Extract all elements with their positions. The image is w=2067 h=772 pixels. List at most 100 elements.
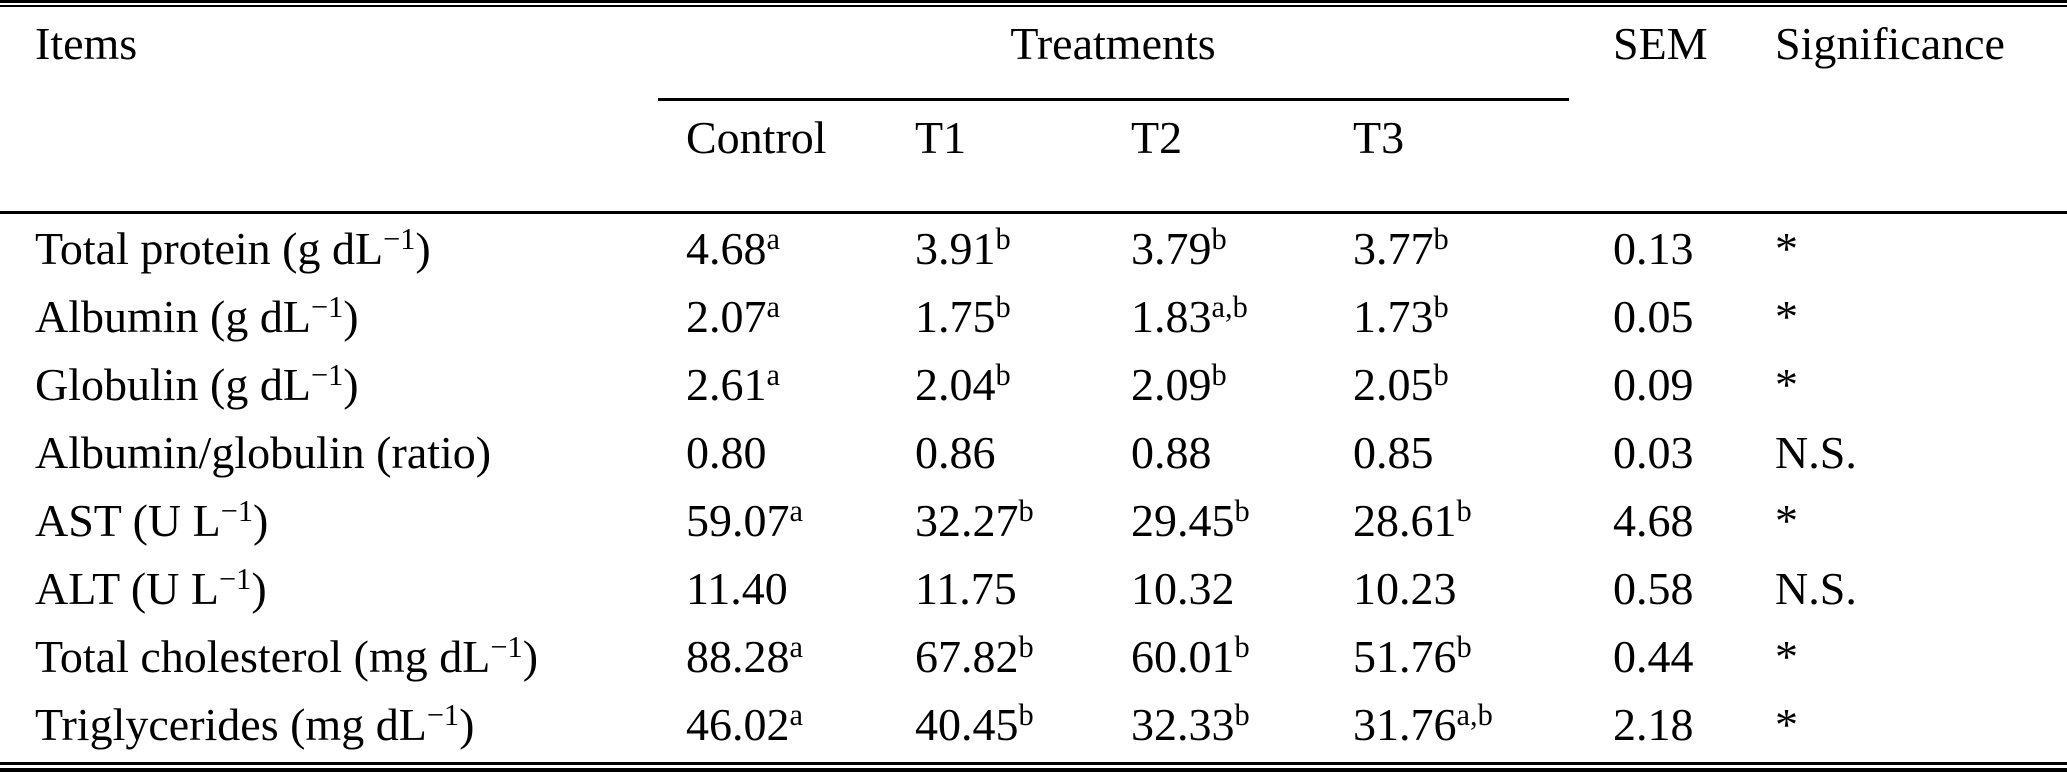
row-label-close: ) xyxy=(343,358,359,410)
cell-significance: N.S. xyxy=(1775,562,1857,614)
top-double-rule xyxy=(0,0,2067,7)
sig-letter-superscript: b xyxy=(1018,629,1034,664)
column-header-sem: SEM xyxy=(1613,18,1708,69)
row-label: Albumin/globulin (ratio) xyxy=(0,418,686,486)
cell-sem: 0.44 xyxy=(1613,630,1694,682)
cell-t3: 10.23 xyxy=(1353,554,1602,622)
cell-t3: 2.05b xyxy=(1353,350,1602,418)
cell-sem: 0.03 xyxy=(1613,426,1694,478)
table-row-albumin-globulin-ratio: Albumin/globulin (ratio) 0.80 0.86 0.88 … xyxy=(0,418,2067,486)
column-group-treatments: Treatments xyxy=(657,7,1602,101)
cell-significance: * xyxy=(1775,698,1799,750)
cell-value: 40.45 xyxy=(915,698,1019,750)
sig-letter-superscript: b xyxy=(1018,493,1034,528)
column-header-t1: T1 xyxy=(915,112,967,163)
sig-letter-superscript: b xyxy=(1456,493,1472,528)
cell-value: 2.61 xyxy=(686,358,767,410)
cell-significance: N.S. xyxy=(1775,426,1857,478)
unit-exponent-superscript: −1 xyxy=(383,221,416,256)
cell-value: 11.40 xyxy=(686,562,788,614)
row-label-text: ALT (U L xyxy=(35,562,219,614)
cell-t2: 1.83a,b xyxy=(1131,282,1353,350)
sig-letter-superscript: a xyxy=(789,697,803,732)
row-label-text: Albumin/globulin (ratio) xyxy=(35,426,492,478)
cell-value: 29.45 xyxy=(1131,494,1235,546)
cell-t2: 60.01b xyxy=(1131,622,1353,690)
row-label: Total protein (g dL−1) xyxy=(0,211,686,282)
row-label: Triglycerides (mg dL−1) xyxy=(0,690,686,758)
row-label-close: ) xyxy=(459,698,475,750)
sig-letter-superscript: b xyxy=(995,357,1011,392)
row-label-close: ) xyxy=(343,290,359,342)
sig-letter-superscript: b xyxy=(1433,289,1449,324)
cell-t3: 51.76b xyxy=(1353,622,1602,690)
cell-t2: 3.79b xyxy=(1131,211,1353,282)
cell-t1: 1.75b xyxy=(915,282,1131,350)
cell-control: 4.68a xyxy=(686,211,915,282)
sig-letter-superscript: b xyxy=(1018,697,1034,732)
cell-t1: 67.82b xyxy=(915,622,1131,690)
unit-exponent-superscript: −1 xyxy=(219,561,252,596)
cell-t3: 28.61b xyxy=(1353,486,1602,554)
cell-value: 88.28 xyxy=(686,630,790,682)
cell-control: 59.07a xyxy=(686,486,915,554)
sig-letter-superscript: a xyxy=(789,629,803,664)
cell-t1: 32.27b xyxy=(915,486,1131,554)
row-label-text: Total protein (g dL xyxy=(35,222,384,274)
row-label-close: ) xyxy=(253,494,269,546)
cell-sem: 4.68 xyxy=(1613,494,1694,546)
cell-control: 2.61a xyxy=(686,350,915,418)
unit-exponent-superscript: −1 xyxy=(220,493,254,528)
cell-t1: 3.91b xyxy=(915,211,1131,282)
sig-letter-superscript: b xyxy=(1433,221,1449,256)
cell-significance: * xyxy=(1775,358,1799,410)
row-label-text: Triglycerides (mg dL xyxy=(35,698,427,750)
table-row-total-cholesterol: Total cholesterol (mg dL−1) 88.28a 67.82… xyxy=(0,622,2067,690)
row-label: Albumin (g dL−1) xyxy=(0,282,686,350)
table-row-globulin: Globulin (g dL−1) 2.61a 2.04b 2.09b 2.05… xyxy=(0,350,2067,418)
cell-value: 2.05 xyxy=(1353,358,1434,410)
cell-t2: 0.88 xyxy=(1131,418,1353,486)
row-label: ALT (U L−1) xyxy=(0,554,686,622)
column-header-significance: Significance xyxy=(1775,18,2005,69)
row-label-text: AST (U L xyxy=(35,494,221,546)
cell-t2: 29.45b xyxy=(1131,486,1353,554)
cell-sem: 0.13 xyxy=(1602,211,1776,282)
table-row-alt: ALT (U L−1) 11.40 11.75 10.32 10.23 0.58… xyxy=(0,554,2067,622)
cell-value: 67.82 xyxy=(915,630,1019,682)
column-header-t2: T2 xyxy=(1131,112,1183,163)
unit-exponent-superscript: −1 xyxy=(426,697,460,732)
cell-significance: * xyxy=(1775,494,1799,546)
cell-value: 3.77 xyxy=(1353,222,1434,274)
table-row-total-protein: Total protein (g dL−1) 4.68a 3.91b 3.79b… xyxy=(0,211,2067,282)
cell-value: 31.76 xyxy=(1353,698,1457,750)
header-row-groups: Items Treatments SEM Significance xyxy=(0,7,2067,101)
cell-value: 3.91 xyxy=(915,222,996,274)
cell-t3: 31.76a,b xyxy=(1353,690,1602,758)
sig-letter-superscript: b xyxy=(1456,629,1472,664)
cell-value: 1.83 xyxy=(1131,290,1212,342)
cell-sem: 0.05 xyxy=(1613,290,1694,342)
sig-letter-superscript: b xyxy=(1211,221,1227,256)
sig-letter-superscript: b xyxy=(1433,357,1449,392)
row-label-close: ) xyxy=(522,630,539,682)
cell-value: 1.73 xyxy=(1353,290,1434,342)
cell-value: 46.02 xyxy=(686,698,790,750)
row-label: AST (U L−1) xyxy=(0,486,686,554)
cell-t1: 40.45b xyxy=(915,690,1131,758)
cell-t1: 2.04b xyxy=(915,350,1131,418)
cell-sem: 0.09 xyxy=(1613,358,1694,410)
cell-significance: * xyxy=(1775,290,1799,342)
row-label-close: ) xyxy=(251,562,267,614)
cell-value: 0.80 xyxy=(686,426,767,478)
row-label-text: Total cholesterol (mg dL xyxy=(35,630,491,682)
cell-sem: 0.58 xyxy=(1613,562,1694,614)
row-label: Total cholesterol (mg dL−1) xyxy=(0,622,686,690)
unit-exponent-superscript: −1 xyxy=(310,289,344,324)
data-table: Items Treatments SEM Significance Contro… xyxy=(0,7,2067,758)
column-header-items: Items xyxy=(35,18,138,69)
cell-t3: 3.77b xyxy=(1353,211,1603,282)
column-header-control: Control xyxy=(686,112,827,163)
sig-letter-superscript: a,b xyxy=(1456,697,1493,732)
